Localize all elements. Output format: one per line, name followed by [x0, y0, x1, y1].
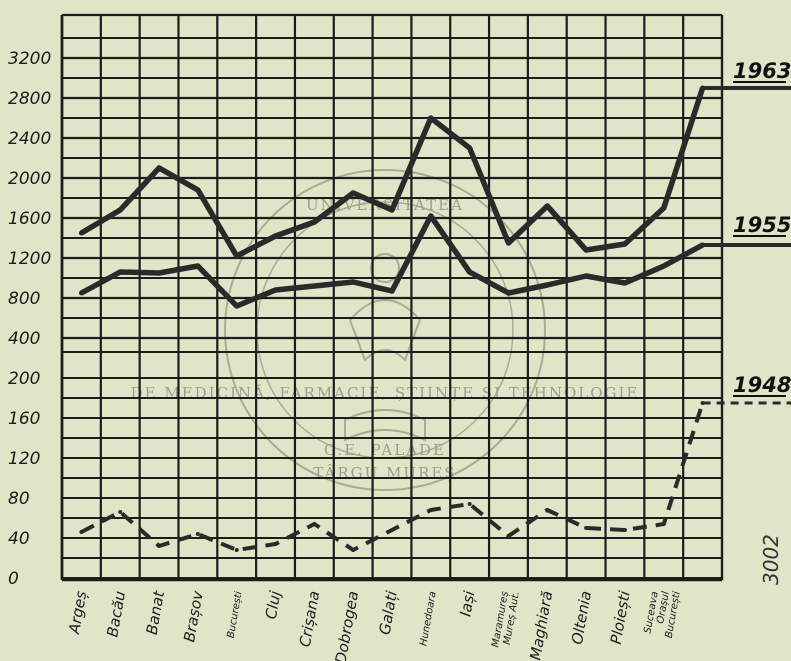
- x-tick-label: Crișana: [296, 590, 324, 649]
- x-tick-label: București: [226, 590, 245, 639]
- stamp-book-icon: [344, 409, 426, 442]
- series-name-1948: 1948: [733, 373, 791, 397]
- x-tick-label: Cluj: [262, 589, 285, 621]
- data-point-1963: [234, 253, 240, 259]
- series-line-1963: [79, 87, 706, 259]
- data-point-1948: [312, 522, 317, 526]
- data-point-1948: [506, 534, 511, 538]
- y-tick-label-upper: 3200: [8, 49, 51, 69]
- data-point-1948: [428, 508, 433, 512]
- series-1955: [78, 213, 706, 309]
- x-tick-label: Oltenia: [568, 590, 595, 646]
- data-point-1948: [351, 548, 356, 552]
- y-tick-label-lower: 80: [8, 489, 30, 509]
- data-point-1948: [545, 508, 550, 512]
- data-point-1963: [428, 115, 434, 121]
- data-point-1963: [505, 240, 511, 246]
- x-tick-label: Iași: [456, 589, 478, 618]
- y-axis-labels: 3200280024002000160012008004002001601208…: [8, 49, 51, 589]
- y-tick-label-upper: 1600: [8, 209, 51, 229]
- data-point-1955: [350, 279, 356, 285]
- y-tick-label-lower: 120: [8, 449, 40, 469]
- y-tick-label-lower: 160: [8, 409, 40, 429]
- x-tick-label: Dobrogea: [332, 590, 362, 661]
- data-point-1955: [156, 270, 162, 276]
- x-tick-label: Maghiară: [526, 590, 556, 661]
- x-tick-label: Banat: [143, 588, 169, 636]
- y-tick-label-upper: 800: [8, 289, 40, 309]
- data-point-1955: [117, 269, 123, 275]
- stamp-sun-icon: [370, 253, 400, 283]
- x-tick-label: Bacău: [103, 590, 129, 639]
- series-label-1963: 1963: [702, 59, 791, 90]
- series-layer: [78, 85, 706, 552]
- data-point-1955: [389, 288, 395, 294]
- data-point-1948: [234, 548, 239, 552]
- data-point-1955: [78, 290, 84, 296]
- data-point-1948: [157, 544, 162, 548]
- x-tick-label: Hunedoara: [418, 591, 438, 647]
- y-tick-label-upper: 2800: [8, 89, 51, 109]
- data-point-1955: [622, 280, 628, 286]
- data-point-1963: [273, 233, 279, 239]
- data-point-1948: [195, 532, 200, 536]
- data-point-1948: [390, 528, 394, 532]
- series-1963: [78, 85, 706, 259]
- series-name-1955: 1955: [733, 213, 791, 237]
- x-axis-labels: Argeș Bacău Banat Brașov București Cluj Crișan…: [65, 588, 683, 661]
- data-point-1955: [234, 303, 240, 309]
- y-tick-label-upper: 400: [8, 329, 40, 349]
- data-point-1963: [156, 165, 162, 171]
- y-tick-label-upper: 2000: [8, 169, 51, 189]
- data-point-1963: [195, 187, 201, 193]
- stamp-outer-ring: [224, 169, 546, 491]
- data-point-1955: [467, 269, 473, 275]
- y-tick-label-upper: 1200: [8, 249, 51, 269]
- data-point-1948: [273, 542, 278, 546]
- stamp-text-line: DE MEDICINĂ, FARMACIE, ȘTIINȚE ȘI TEHNOL…: [131, 384, 640, 402]
- stamp-text-line: TÂRGU MUREȘ: [313, 464, 456, 482]
- data-point-1948: [622, 528, 627, 532]
- data-point-1963: [389, 207, 395, 213]
- x-tick-label: Brașov: [180, 588, 207, 643]
- x-tick-label: Ploiești: [607, 589, 634, 646]
- data-point-1955: [661, 263, 667, 269]
- data-point-1955: [505, 290, 511, 296]
- data-point-1948: [118, 510, 123, 514]
- chart-grid: [60, 13, 724, 582]
- data-point-1963: [78, 230, 84, 236]
- series-labels: 1963 1955 1948: [702, 59, 791, 405]
- data-point-1963: [544, 203, 550, 209]
- y-tick-label-upper: 2400: [8, 129, 51, 149]
- x-tick-label: Argeș: [65, 589, 90, 636]
- data-point-1948: [79, 530, 84, 534]
- data-point-1948: [661, 522, 666, 526]
- series-label-1955: 1955: [702, 213, 791, 247]
- data-point-1955: [428, 213, 434, 219]
- data-point-1963: [350, 190, 356, 196]
- y-tick-label-lower: 0: [8, 569, 19, 589]
- data-point-1963: [622, 241, 628, 247]
- data-point-1948: [467, 502, 472, 506]
- data-point-1955: [195, 263, 201, 269]
- series-name-1963: 1963: [733, 59, 791, 83]
- data-point-1963: [661, 205, 667, 211]
- data-point-1948: [584, 526, 589, 530]
- series-label-1948: 1948: [702, 373, 791, 405]
- data-point-1955: [583, 273, 589, 279]
- y-tick-label-lower: 40: [8, 529, 30, 549]
- data-point-1955: [311, 283, 317, 289]
- data-point-1963: [311, 219, 317, 225]
- data-point-1955: [273, 287, 279, 293]
- data-point-1963: [117, 207, 123, 213]
- x-tick-label: Galați: [376, 589, 402, 636]
- data-point-1963: [467, 145, 473, 151]
- y-tick-label-lower: 200: [8, 369, 40, 389]
- data-point-1963: [583, 247, 589, 253]
- margin-note: 3002: [759, 534, 783, 585]
- data-point-1955: [544, 282, 550, 288]
- stamp-text-line: G.E. PALADE: [324, 441, 446, 459]
- series-1948: [79, 401, 705, 552]
